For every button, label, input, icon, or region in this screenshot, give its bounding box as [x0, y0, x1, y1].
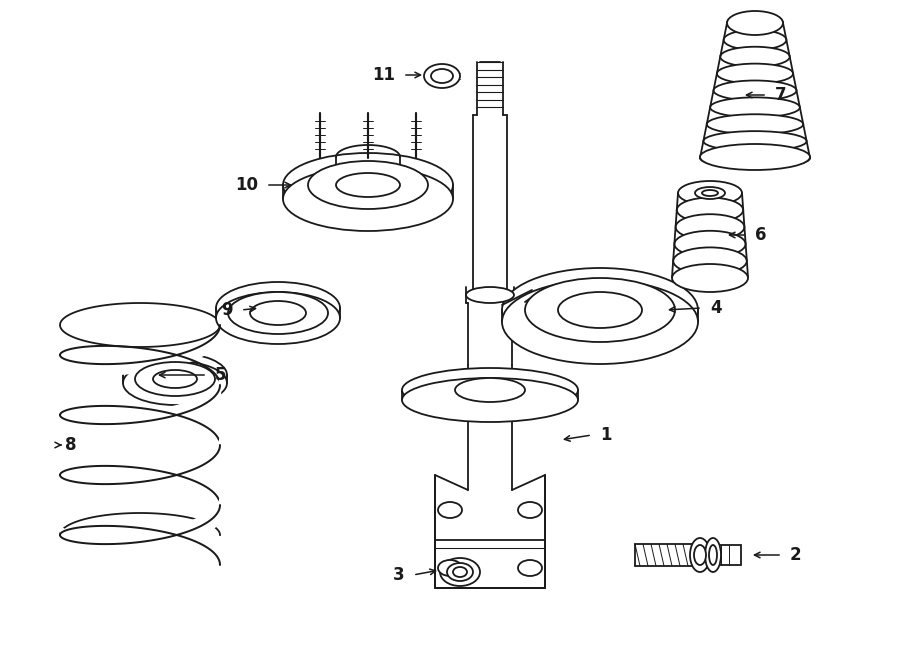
Ellipse shape	[727, 11, 783, 35]
Ellipse shape	[455, 378, 525, 402]
Ellipse shape	[283, 167, 453, 231]
Ellipse shape	[502, 268, 698, 352]
Ellipse shape	[438, 502, 462, 518]
Ellipse shape	[123, 353, 227, 397]
Ellipse shape	[714, 81, 796, 100]
Ellipse shape	[706, 114, 803, 134]
Ellipse shape	[440, 558, 480, 586]
Ellipse shape	[676, 214, 744, 240]
Ellipse shape	[424, 64, 460, 88]
Ellipse shape	[123, 361, 227, 405]
Ellipse shape	[402, 378, 578, 422]
Ellipse shape	[717, 63, 793, 84]
Ellipse shape	[677, 198, 743, 222]
Ellipse shape	[525, 278, 675, 342]
Text: 1: 1	[600, 426, 611, 444]
Ellipse shape	[702, 190, 718, 196]
Ellipse shape	[710, 97, 800, 118]
Text: 4: 4	[710, 299, 722, 317]
Ellipse shape	[336, 173, 400, 197]
Ellipse shape	[135, 362, 215, 396]
Ellipse shape	[674, 231, 745, 257]
Text: 9: 9	[221, 301, 233, 319]
Ellipse shape	[673, 247, 747, 274]
Text: 3: 3	[393, 566, 405, 584]
Ellipse shape	[518, 560, 542, 576]
Text: 10: 10	[235, 176, 258, 194]
Ellipse shape	[216, 282, 340, 334]
Ellipse shape	[283, 153, 453, 217]
Ellipse shape	[402, 368, 578, 412]
Ellipse shape	[453, 567, 467, 577]
Text: 6: 6	[755, 226, 767, 244]
Ellipse shape	[727, 13, 783, 33]
Ellipse shape	[705, 538, 721, 572]
Ellipse shape	[690, 538, 710, 572]
Text: 8: 8	[65, 436, 76, 454]
Ellipse shape	[694, 545, 706, 565]
Ellipse shape	[438, 560, 462, 576]
Text: 7: 7	[775, 86, 787, 104]
Ellipse shape	[678, 181, 742, 205]
Text: 11: 11	[372, 66, 395, 84]
Ellipse shape	[502, 280, 698, 364]
Ellipse shape	[466, 287, 514, 303]
Ellipse shape	[250, 301, 306, 325]
Ellipse shape	[700, 148, 810, 168]
Ellipse shape	[447, 563, 473, 581]
Ellipse shape	[228, 292, 328, 334]
Ellipse shape	[518, 502, 542, 518]
Ellipse shape	[695, 187, 725, 199]
Ellipse shape	[672, 264, 748, 292]
Text: 5: 5	[215, 366, 227, 384]
Ellipse shape	[720, 47, 790, 67]
Ellipse shape	[709, 545, 717, 565]
Ellipse shape	[558, 292, 642, 328]
Ellipse shape	[700, 144, 810, 170]
Ellipse shape	[153, 370, 197, 388]
Ellipse shape	[431, 69, 453, 83]
Bar	[713, 545, 741, 565]
Ellipse shape	[216, 292, 340, 344]
Text: 2: 2	[790, 546, 802, 564]
Ellipse shape	[724, 30, 787, 50]
Ellipse shape	[308, 161, 428, 209]
Ellipse shape	[704, 131, 806, 151]
